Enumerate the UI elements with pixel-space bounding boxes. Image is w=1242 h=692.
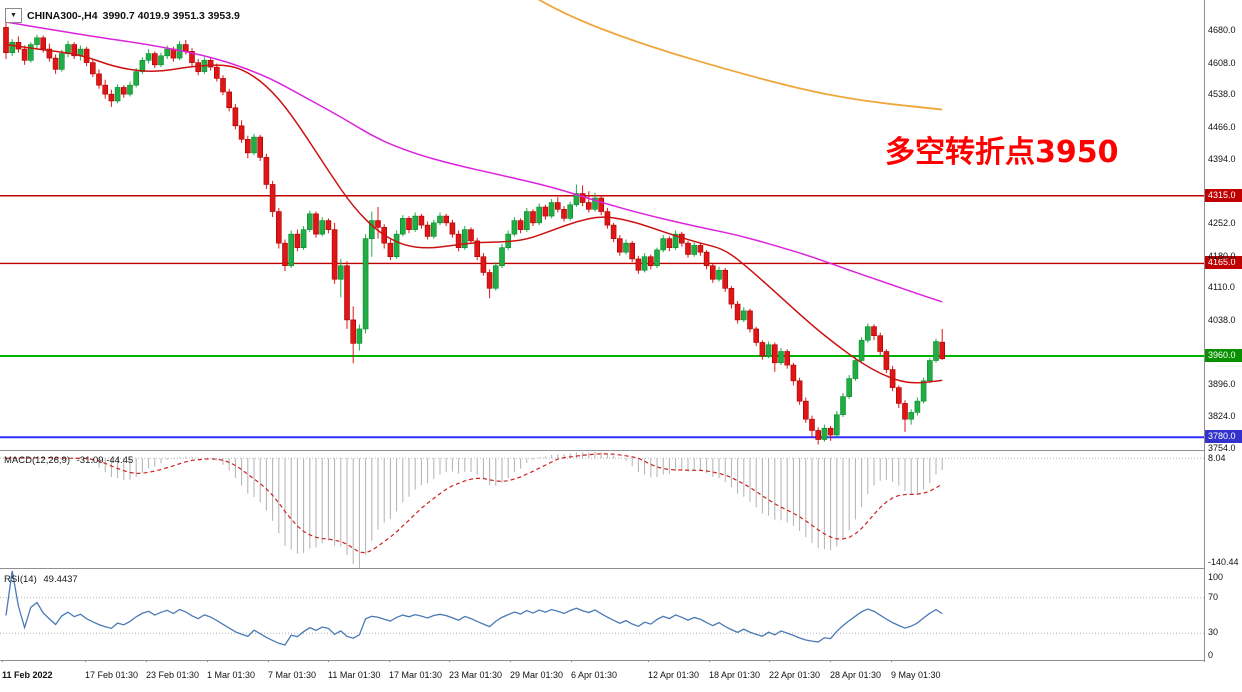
price-axis-label: 4538.0 — [1208, 89, 1236, 100]
rsi-name: RSI(14) — [4, 574, 37, 585]
macd-indicator-label: MACD(12,26,9) -31.09 -44.45 — [4, 455, 137, 466]
time-axis-label: 11 Mar 01:30 — [328, 670, 381, 680]
time-axis-label: 1 Mar 01:30 — [207, 670, 256, 680]
time-axis-label: 11 Feb 2022 — [2, 670, 53, 680]
price-axis-label: 4252.0 — [1208, 218, 1236, 229]
price-axis-label: 4180.0 — [1208, 250, 1236, 261]
macd-name: MACD(12,26,9) — [4, 455, 70, 466]
ohlc-values: 3990.7 4019.9 3951.3 3953.9 — [102, 9, 240, 22]
time-axis-label: 17 Feb 01:30 — [85, 670, 139, 680]
price-axis-label: 4038.0 — [1208, 314, 1236, 325]
ma-slow-line[interactable] — [5, 21, 943, 303]
candles-layer — [3, 21, 946, 445]
time-axis-label: 22 Apr 01:30 — [769, 670, 821, 680]
price-axis-label: 4608.0 — [1208, 57, 1236, 68]
collapse-arrow-icon: ▼ — [10, 12, 17, 19]
symbol-info-bar: ▼ CHINA300-,H4 3990.7 4019.9 3951.3 3953… — [5, 8, 240, 23]
price-axis-label: 4680.0 — [1208, 25, 1236, 35]
price-axis-label: 4466.0 — [1208, 121, 1236, 132]
one-click-trading-toggle[interactable]: ▼ — [5, 8, 22, 23]
time-axis-label: 17 Mar 01:30 — [389, 670, 443, 680]
level-price-badge: 3960.0 — [1205, 349, 1242, 362]
macd-axis-label: 8.04 — [1208, 453, 1226, 463]
time-axis-label: 6 Apr 01:30 — [571, 670, 618, 680]
price-axis[interactable]: 4315.0 4165.0 3960.0 3780.0 4680.0 4608.0 4538… — [1205, 0, 1242, 662]
rsi-axis-label: 0 — [1208, 650, 1214, 660]
rsi-axis-label: 70 — [1208, 591, 1219, 602]
rsi-value: 49.4437 — [43, 574, 78, 585]
price-axis-label: 3824.0 — [1208, 411, 1236, 422]
rsi-axis-label: 30 — [1208, 627, 1219, 638]
ma-long-line[interactable] — [502, 0, 943, 111]
time-axis-label: 9 May 01:30 — [891, 670, 941, 680]
annotation-text[interactable]: 多空转折点3950 — [885, 135, 1119, 170]
ma-fast-line[interactable] — [5, 43, 943, 384]
price-axis-label: 3896.0 — [1208, 378, 1236, 389]
time-axis-label: 23 Mar 01:30 — [449, 670, 503, 680]
time-axis-label: 18 Apr 01:30 — [709, 670, 761, 680]
time-axis-label: 29 Mar 01:30 — [510, 670, 564, 680]
macd-axis-label: -140.44 — [1208, 557, 1239, 567]
level-price-badge: 3780.0 — [1205, 430, 1242, 444]
price-axis-label: 4394.0 — [1208, 154, 1236, 165]
price-axis-label: 3754.0 — [1208, 443, 1236, 453]
level-price-badge: 4165.0 — [1205, 256, 1242, 270]
price-axis-label: 4110.0 — [1208, 282, 1235, 293]
time-axis-label: 23 Feb 01:30 — [146, 670, 200, 680]
macd-signal-line — [5, 453, 943, 554]
time-axis-label: 12 Apr 01:30 — [648, 670, 700, 680]
time-axis-label: 7 Mar 01:30 — [268, 670, 317, 680]
rsi-indicator-label: RSI(14) 49.4437 — [4, 574, 82, 585]
time-axis[interactable]: 11 Feb 2022 17 Feb 01:30 23 Feb 01:30 1 Mar… — [0, 662, 1242, 692]
symbol-title: CHINA300-,H4 — [27, 9, 98, 22]
rsi-line — [5, 570, 943, 646]
rsi-axis-label: 100 — [1208, 572, 1224, 582]
macd-histogram — [11, 452, 943, 568]
level-price-badge: 4315.0 — [1205, 188, 1242, 202]
macd-values: -31.09 -44.45 — [76, 455, 134, 466]
time-axis-label: 28 Apr 01:30 — [830, 670, 882, 680]
